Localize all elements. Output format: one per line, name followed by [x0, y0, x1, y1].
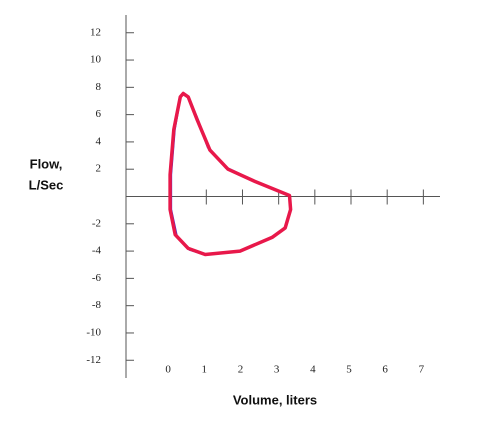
y-axis-label: L/Sec — [29, 177, 64, 192]
x-tick-label: 4 — [310, 364, 316, 376]
x-tick-label: 7 — [419, 364, 425, 376]
y-tick-label: -10 — [86, 326, 101, 338]
y-tick-label: 12 — [90, 26, 101, 38]
y-tick-label: 4 — [96, 135, 102, 147]
y-tick-label: -8 — [92, 299, 102, 311]
y-tick-label: 10 — [90, 54, 102, 66]
x-tick-label: 0 — [165, 364, 171, 376]
y-axis-label: Flow, — [30, 156, 63, 171]
y-tick-label: -2 — [92, 217, 101, 229]
x-tick-label: 5 — [346, 364, 352, 376]
y-tick-label: -4 — [92, 245, 102, 257]
data-line — [168, 91, 293, 257]
y-tick-label: 6 — [96, 108, 102, 120]
x-tick-label: 1 — [202, 364, 208, 376]
y-tick-label: 8 — [96, 81, 102, 93]
x-axis-label: Volume, liters — [233, 392, 317, 407]
x-tick-label: 6 — [382, 364, 388, 376]
x-tick-label: 2 — [238, 364, 244, 376]
y-tick-label: -6 — [92, 272, 102, 284]
x-tick-label: 3 — [274, 364, 280, 376]
data-line — [169, 92, 292, 256]
y-tick-label: -12 — [86, 354, 101, 366]
y-tick-label: 2 — [96, 163, 102, 175]
